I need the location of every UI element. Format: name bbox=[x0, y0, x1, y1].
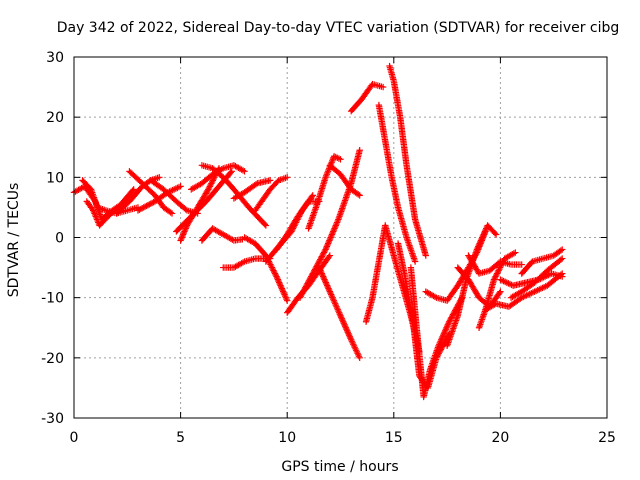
series-arc20 bbox=[296, 147, 363, 301]
y-tick-label: 30 bbox=[46, 50, 64, 66]
x-axis-label: GPS time / hours bbox=[281, 459, 398, 475]
y-axis-label: SDTVAR / TECUs bbox=[6, 183, 22, 298]
series-arc12 bbox=[198, 225, 246, 244]
y-tick-label: -10 bbox=[41, 291, 64, 307]
series-arc37 bbox=[507, 255, 566, 301]
data-point-cluster bbox=[443, 222, 500, 349]
series-arc18 bbox=[273, 198, 323, 253]
series-arc16 bbox=[252, 174, 291, 214]
series-arc23 bbox=[326, 162, 363, 199]
data-point-cluster bbox=[482, 270, 566, 313]
y-tick-label: -20 bbox=[41, 351, 64, 367]
data-point-cluster bbox=[230, 177, 274, 202]
series-arc14 bbox=[230, 177, 274, 202]
series-arc27 bbox=[386, 62, 429, 259]
y-tick-label: -30 bbox=[41, 411, 64, 427]
data-point-cluster bbox=[252, 174, 291, 214]
data-point-cluster bbox=[273, 198, 323, 253]
series-arc31 bbox=[443, 222, 500, 349]
series-arc26 bbox=[375, 101, 419, 265]
data-point-cluster bbox=[465, 252, 525, 277]
x-tick-label: 5 bbox=[176, 430, 185, 446]
data-marks bbox=[70, 62, 566, 401]
series-arc35 bbox=[482, 270, 566, 313]
data-point-cluster bbox=[386, 62, 429, 259]
y-tick-label: 20 bbox=[46, 110, 64, 126]
data-point-cluster bbox=[347, 80, 387, 115]
data-point-cluster bbox=[198, 225, 246, 244]
data-point-cluster bbox=[296, 147, 363, 301]
series-arc33 bbox=[465, 252, 525, 277]
x-tick-label: 15 bbox=[385, 430, 403, 446]
series-arc22 bbox=[315, 264, 363, 362]
series-arc3 bbox=[83, 186, 137, 229]
axis-ticks: 0 5 10 15 20 25 -30 -20 -10 0 10 20 30 bbox=[41, 50, 616, 446]
data-point-cluster bbox=[326, 162, 363, 199]
data-point-cluster bbox=[507, 255, 566, 301]
data-point-cluster bbox=[407, 264, 466, 401]
data-point-cluster bbox=[375, 101, 419, 265]
y-tick-label: 0 bbox=[55, 231, 64, 247]
series-arc29 bbox=[407, 264, 466, 401]
x-tick-label: 20 bbox=[491, 430, 509, 446]
chart-title: Day 342 of 2022, Sidereal Day-to-day VTE… bbox=[57, 20, 620, 36]
data-point-cluster bbox=[518, 246, 566, 277]
series-arc10 bbox=[188, 162, 248, 193]
data-point-cluster bbox=[188, 162, 248, 193]
x-tick-label: 0 bbox=[70, 430, 79, 446]
data-point-cluster bbox=[315, 264, 363, 362]
series-arc24 bbox=[347, 80, 387, 115]
data-point-cluster bbox=[83, 186, 137, 229]
data-point-cluster bbox=[177, 165, 223, 244]
series-arc38 bbox=[518, 246, 566, 277]
series-arc9 bbox=[177, 165, 223, 244]
x-tick-label: 25 bbox=[598, 430, 616, 446]
y-tick-label: 10 bbox=[46, 170, 64, 186]
x-tick-label: 10 bbox=[278, 430, 296, 446]
